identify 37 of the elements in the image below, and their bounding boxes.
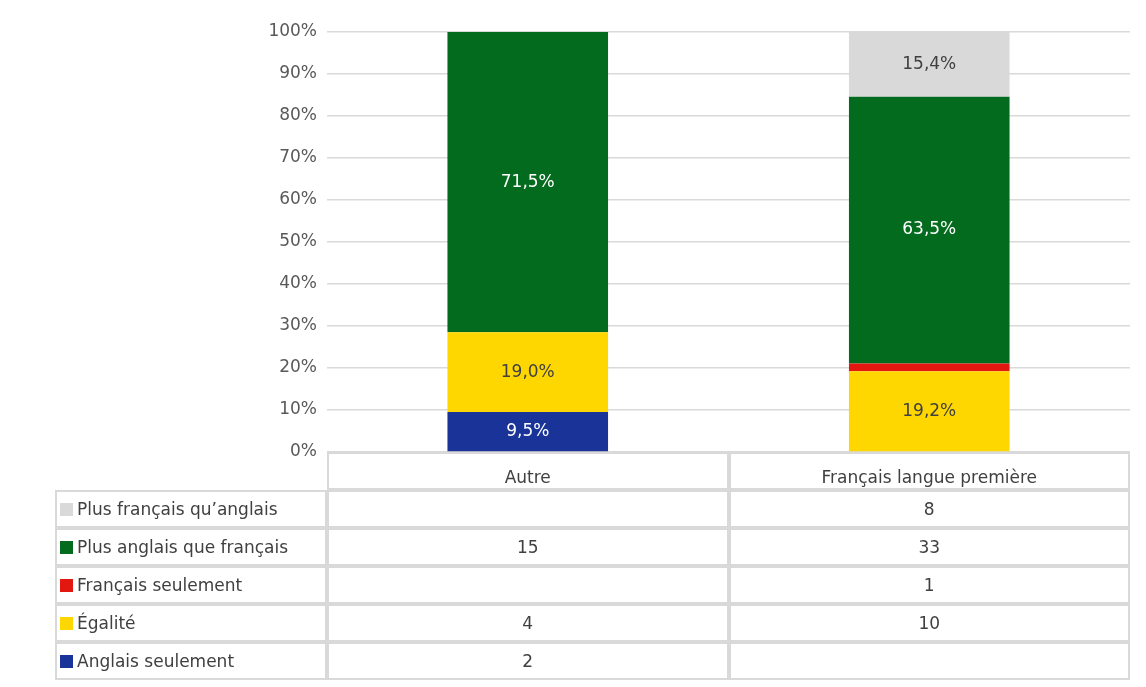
legend-label: Égalité xyxy=(77,613,136,633)
y-tick-label: 20% xyxy=(279,356,317,377)
y-tick-label: 50% xyxy=(279,230,317,251)
y-tick-label: 80% xyxy=(279,104,317,125)
legend-label: Anglais seulement xyxy=(77,651,235,671)
data-label: 19,0% xyxy=(500,360,555,381)
y-tick-label: 90% xyxy=(279,62,317,83)
legend-label: Plus français qu’anglais xyxy=(77,499,278,519)
y-tick-label: 70% xyxy=(279,146,317,167)
bar xyxy=(447,412,609,452)
y-tick-label: 40% xyxy=(279,272,317,293)
y-tick-label: 0% xyxy=(290,440,317,461)
data-label: 15,4% xyxy=(902,52,957,73)
data-label: 71,5% xyxy=(500,170,555,191)
legend-label: Plus anglais que français xyxy=(77,537,289,557)
data-label: 19,2% xyxy=(902,399,957,420)
bar xyxy=(447,332,609,413)
text: 15 xyxy=(327,528,729,566)
text: 1 xyxy=(728,566,1130,604)
text: 4 xyxy=(327,604,729,642)
legend-label: Français seulement xyxy=(77,575,243,595)
bar xyxy=(447,32,609,333)
text: 8 xyxy=(728,490,1130,528)
y-tick-label: 10% xyxy=(279,398,317,419)
text: 33 xyxy=(728,528,1130,566)
y-tick-label: 30% xyxy=(279,314,317,335)
bar xyxy=(848,96,1010,364)
text: 2 xyxy=(327,642,729,680)
data-label: 63,5% xyxy=(902,218,957,239)
data-label: 9,5% xyxy=(506,420,550,441)
bar xyxy=(848,363,1010,372)
x-tick-label: Français langue première xyxy=(821,466,1037,487)
text: 10 xyxy=(728,604,1130,642)
y-tick-label: 60% xyxy=(279,188,317,209)
bar xyxy=(848,371,1010,452)
y-tick-label: 100% xyxy=(268,20,317,41)
x-tick-label: Autre xyxy=(504,466,551,487)
